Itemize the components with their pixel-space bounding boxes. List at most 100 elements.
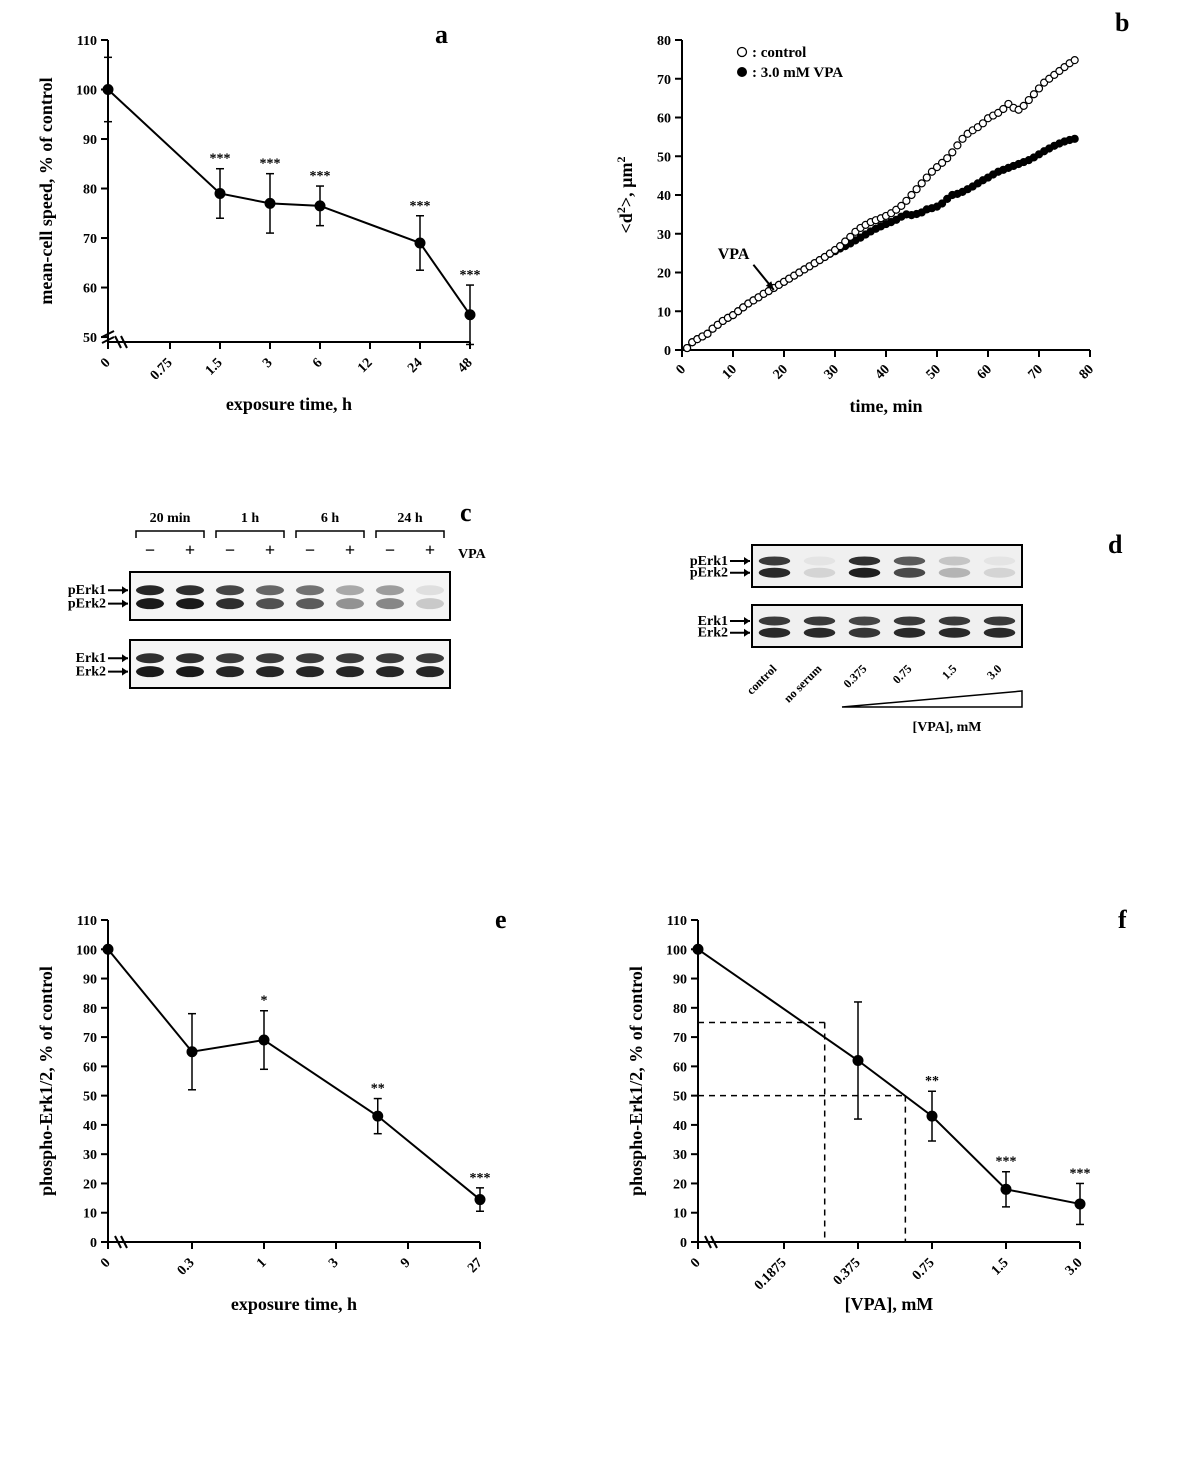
svg-text:Erk2: Erk2 xyxy=(76,665,106,680)
panel-label-c: c xyxy=(460,498,472,528)
svg-text:80: 80 xyxy=(673,1002,687,1017)
svg-text:50: 50 xyxy=(924,362,945,383)
svg-text:60: 60 xyxy=(657,112,671,127)
svg-text:40: 40 xyxy=(83,1119,97,1134)
svg-text:[VPA], mM: [VPA], mM xyxy=(845,1294,934,1314)
svg-text:50: 50 xyxy=(83,1090,97,1105)
svg-text:0: 0 xyxy=(98,356,114,372)
svg-text:−: − xyxy=(305,540,315,560)
svg-text:100: 100 xyxy=(76,84,97,99)
svg-text:24: 24 xyxy=(405,356,426,377)
svg-text:30: 30 xyxy=(657,228,671,243)
svg-text:**: ** xyxy=(371,1082,385,1097)
svg-text:0: 0 xyxy=(98,1256,114,1272)
svg-text:12: 12 xyxy=(355,356,376,377)
svg-text:110: 110 xyxy=(667,914,687,929)
svg-text:0.375: 0.375 xyxy=(840,662,869,691)
svg-text:**: ** xyxy=(925,1074,939,1089)
svg-text:3: 3 xyxy=(326,1256,342,1272)
svg-text:0.75: 0.75 xyxy=(910,1256,938,1284)
svg-text:1.5: 1.5 xyxy=(203,356,226,379)
svg-text:90: 90 xyxy=(83,973,97,988)
svg-text:: control: : control xyxy=(752,45,806,61)
svg-text:[VPA], mM: [VPA], mM xyxy=(913,720,982,735)
svg-text:20: 20 xyxy=(771,362,792,383)
panel-label-b: b xyxy=(1115,8,1129,38)
svg-text:+: + xyxy=(345,540,355,560)
svg-text:+: + xyxy=(265,540,275,560)
svg-text:1.5: 1.5 xyxy=(939,662,960,683)
svg-text:***: *** xyxy=(260,157,281,172)
svg-text:time, min: time, min xyxy=(850,396,923,416)
svg-text:27: 27 xyxy=(465,1256,486,1277)
svg-text:48: 48 xyxy=(455,356,476,377)
svg-text:VPA: VPA xyxy=(458,547,487,562)
svg-text:50: 50 xyxy=(83,331,97,346)
panel-label-d: d xyxy=(1108,530,1122,560)
svg-text:30: 30 xyxy=(822,362,843,383)
svg-text:exposure time, h: exposure time, h xyxy=(231,1294,357,1314)
svg-text:6: 6 xyxy=(310,356,326,372)
svg-text:+: + xyxy=(425,540,435,560)
svg-text:80: 80 xyxy=(657,34,671,49)
svg-text:3.0: 3.0 xyxy=(1063,1256,1086,1279)
svg-text:pErk2: pErk2 xyxy=(690,566,728,581)
svg-text:−: − xyxy=(385,540,395,560)
svg-text:10: 10 xyxy=(657,305,671,320)
svg-text:40: 40 xyxy=(657,189,671,204)
svg-text:70: 70 xyxy=(83,1031,97,1046)
svg-text:*: * xyxy=(261,994,268,1009)
svg-text:70: 70 xyxy=(1026,362,1047,383)
svg-text:30: 30 xyxy=(673,1148,687,1163)
svg-text:100: 100 xyxy=(666,943,687,958)
svg-text:***: *** xyxy=(410,199,431,214)
svg-text:VPA: VPA xyxy=(718,246,750,263)
svg-text:30: 30 xyxy=(83,1148,97,1163)
svg-text:90: 90 xyxy=(673,973,687,988)
svg-text:60: 60 xyxy=(83,1060,97,1075)
svg-text:1: 1 xyxy=(254,1256,270,1272)
svg-text:110: 110 xyxy=(77,34,97,49)
svg-text:phospho-Erk1/2, % of control: phospho-Erk1/2, % of control xyxy=(626,966,646,1196)
svg-text:60: 60 xyxy=(975,362,996,383)
svg-text:***: *** xyxy=(996,1155,1017,1170)
svg-text:mean-cell speed, % of control: mean-cell speed, % of control xyxy=(36,77,56,304)
svg-text:+: + xyxy=(185,540,195,560)
svg-text:exposure time, h: exposure time, h xyxy=(226,394,352,414)
svg-text:no serum: no serum xyxy=(781,662,825,706)
svg-text:1.5: 1.5 xyxy=(989,1256,1012,1279)
svg-text:70: 70 xyxy=(657,73,671,88)
svg-text:: 3.0 mM VPA: : 3.0 mM VPA xyxy=(752,65,843,81)
svg-text:0: 0 xyxy=(688,1256,704,1272)
panel-label-f: f xyxy=(1118,905,1127,935)
svg-text:0: 0 xyxy=(90,1236,97,1251)
svg-text:pErk2: pErk2 xyxy=(68,597,106,612)
svg-text:0: 0 xyxy=(664,344,671,359)
svg-text:10: 10 xyxy=(720,362,741,383)
svg-text:Erk2: Erk2 xyxy=(698,626,728,641)
svg-text:60: 60 xyxy=(673,1060,687,1075)
svg-text:70: 70 xyxy=(83,232,97,247)
panel-label-e: e xyxy=(495,905,507,935)
svg-text:6 h: 6 h xyxy=(321,511,340,526)
panel-label-a: a xyxy=(435,20,448,50)
svg-text:control: control xyxy=(744,661,780,697)
svg-text:***: *** xyxy=(1070,1166,1091,1181)
svg-text:3: 3 xyxy=(260,356,276,372)
svg-text:−: − xyxy=(225,540,235,560)
svg-text:0.375: 0.375 xyxy=(831,1256,864,1289)
svg-text:100: 100 xyxy=(76,943,97,958)
svg-text:0.3: 0.3 xyxy=(175,1256,198,1279)
svg-text:90: 90 xyxy=(83,133,97,148)
svg-text:<d2>, µm2: <d2>, µm2 xyxy=(614,157,636,234)
svg-text:50: 50 xyxy=(673,1090,687,1105)
svg-text:20 min: 20 min xyxy=(150,511,191,526)
svg-text:***: *** xyxy=(470,1171,491,1186)
svg-text:40: 40 xyxy=(873,362,894,383)
svg-text:1 h: 1 h xyxy=(241,511,260,526)
svg-text:10: 10 xyxy=(83,1207,97,1222)
svg-text:110: 110 xyxy=(77,914,97,929)
svg-text:20: 20 xyxy=(83,1177,97,1192)
svg-text:3.0: 3.0 xyxy=(984,662,1005,683)
svg-text:0: 0 xyxy=(674,362,690,378)
